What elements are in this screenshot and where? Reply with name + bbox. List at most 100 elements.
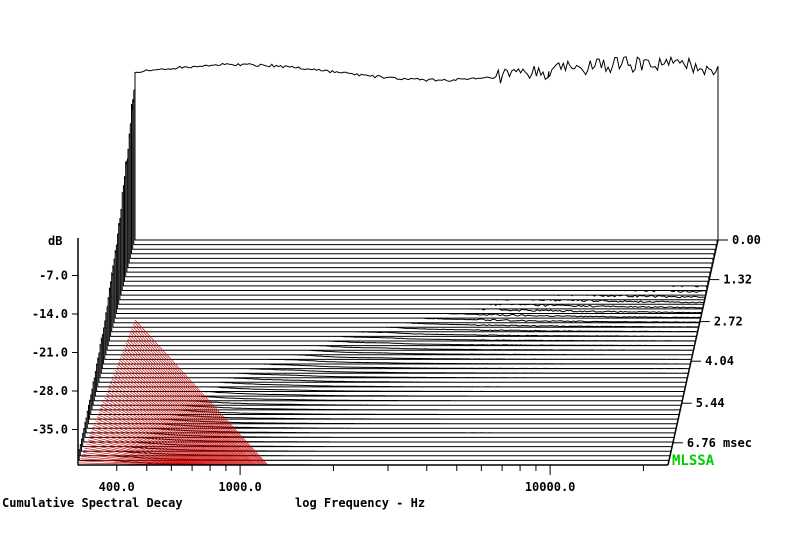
hatch-line: [128, 334, 259, 466]
hatch-line: [129, 332, 261, 466]
hatch-line: [126, 340, 255, 466]
hatch-line: [93, 424, 203, 466]
hatch-line: [85, 445, 190, 466]
hatch-line: [127, 338, 257, 466]
hatch-line: [88, 437, 195, 466]
hatch-line: [118, 361, 242, 466]
hatch-line: [111, 378, 232, 466]
hatch-line: [87, 439, 194, 466]
hatch-line: [124, 344, 253, 466]
y-axis-title: dB: [48, 234, 62, 248]
decay-trace: [88, 404, 678, 425]
decay-trace: [83, 427, 674, 443]
hatch-line: [82, 454, 185, 466]
hatch-line: [100, 405, 215, 466]
time-tick-label: 6.76 msec: [687, 436, 752, 450]
hatch-line: [106, 391, 224, 466]
hatch-line: [82, 452, 186, 466]
hatch-line: [108, 386, 227, 466]
hatch-line: [116, 365, 240, 466]
hatch-line: [87, 441, 192, 466]
time-tick-label: 2.72: [714, 315, 743, 329]
y-tick-label: -14.0: [32, 307, 68, 321]
time-tick-label: 1.32: [723, 273, 752, 287]
time-tick-label: 0.00: [732, 233, 761, 247]
x-tick-label: 400.0: [99, 480, 135, 494]
hatch-line: [99, 410, 212, 466]
hatch-line: [133, 321, 267, 466]
hatch-line: [133, 323, 266, 466]
hatch-line: [89, 435, 196, 466]
decay-trace: [81, 438, 672, 452]
y-tick-labels: -7.0 -14.0 -21.0 -28.0 -35.0: [32, 269, 78, 437]
hatch-line: [103, 399, 219, 466]
hatch-line: [112, 376, 233, 466]
hatch-line: [97, 414, 210, 466]
hatch-line: [86, 443, 191, 466]
hatch-line: [122, 351, 249, 466]
y-tick-label: -35.0: [32, 423, 68, 437]
hatch-line: [92, 426, 202, 466]
time-tick-labels: 0.00 1.32 2.72 4.04 5.44 6.76 msec: [672, 233, 761, 450]
hatch-line: [132, 326, 265, 466]
hatch-line: [124, 347, 252, 466]
hatch-line: [81, 456, 183, 466]
hatch-line: [115, 368, 238, 466]
decay-trace: [89, 399, 679, 420]
hatch-line: [113, 374, 234, 466]
y-tick-label: -7.0: [39, 269, 68, 283]
hatch-line: [131, 328, 263, 466]
brand-label: MLSSA: [672, 453, 715, 469]
hatch-line: [96, 416, 208, 466]
chart-title: Cumulative Spectral Decay: [2, 496, 183, 510]
hatch-line: [110, 382, 229, 466]
x-tick-label: 10000.0: [525, 480, 576, 494]
hatch-fill: [78, 319, 269, 466]
hatch-line: [80, 458, 182, 466]
hatch-line: [96, 418, 207, 466]
time-axis-line: [667, 239, 719, 466]
hatch-line: [83, 450, 187, 466]
hatch-line: [105, 395, 221, 466]
hatch-line: [114, 372, 236, 466]
decay-trace: [84, 421, 675, 438]
hatch-line: [104, 397, 220, 466]
y-tick-label: -21.0: [32, 346, 68, 360]
hatch-line: [121, 353, 247, 466]
hatch-line: [101, 403, 216, 466]
time-tick-label: 4.04: [705, 354, 734, 368]
x-tick-labels: 400.0 1000.0 10000.0: [99, 465, 644, 494]
hatch-line: [109, 384, 228, 466]
hatch-line: [125, 342, 254, 466]
decay-trace: [134, 55, 719, 241]
time-tick-label: 5.44: [696, 396, 725, 410]
hatch-line: [91, 431, 199, 466]
hatch-line: [123, 349, 250, 466]
decay-traces: [77, 55, 719, 466]
decay-trace: [82, 432, 673, 448]
hatch-line: [98, 412, 211, 466]
hatch-line: [119, 357, 245, 466]
hatch-line: [117, 363, 241, 466]
hatch-line: [100, 408, 214, 466]
hatch-line: [102, 401, 217, 466]
hatch-line: [94, 422, 204, 466]
hatch-line: [107, 389, 225, 466]
hatch-line: [115, 370, 237, 466]
x-tick-label: 1000.0: [218, 480, 261, 494]
hatch-line: [105, 393, 223, 466]
decay-trace: [91, 388, 681, 411]
x-axis-title: log Frequency - Hz: [295, 496, 425, 510]
hatch-line: [130, 330, 262, 466]
hatch-line: [119, 359, 244, 466]
y-tick-label: -28.0: [32, 384, 68, 398]
hatch-line: [90, 433, 198, 466]
hatch-line: [95, 420, 206, 466]
hatch-line: [128, 336, 258, 466]
hatch-line: [91, 429, 200, 466]
hatch-line: [134, 319, 269, 466]
hatch-line: [120, 355, 246, 466]
hatch-line: [84, 447, 189, 466]
hatch-line: [110, 380, 230, 466]
